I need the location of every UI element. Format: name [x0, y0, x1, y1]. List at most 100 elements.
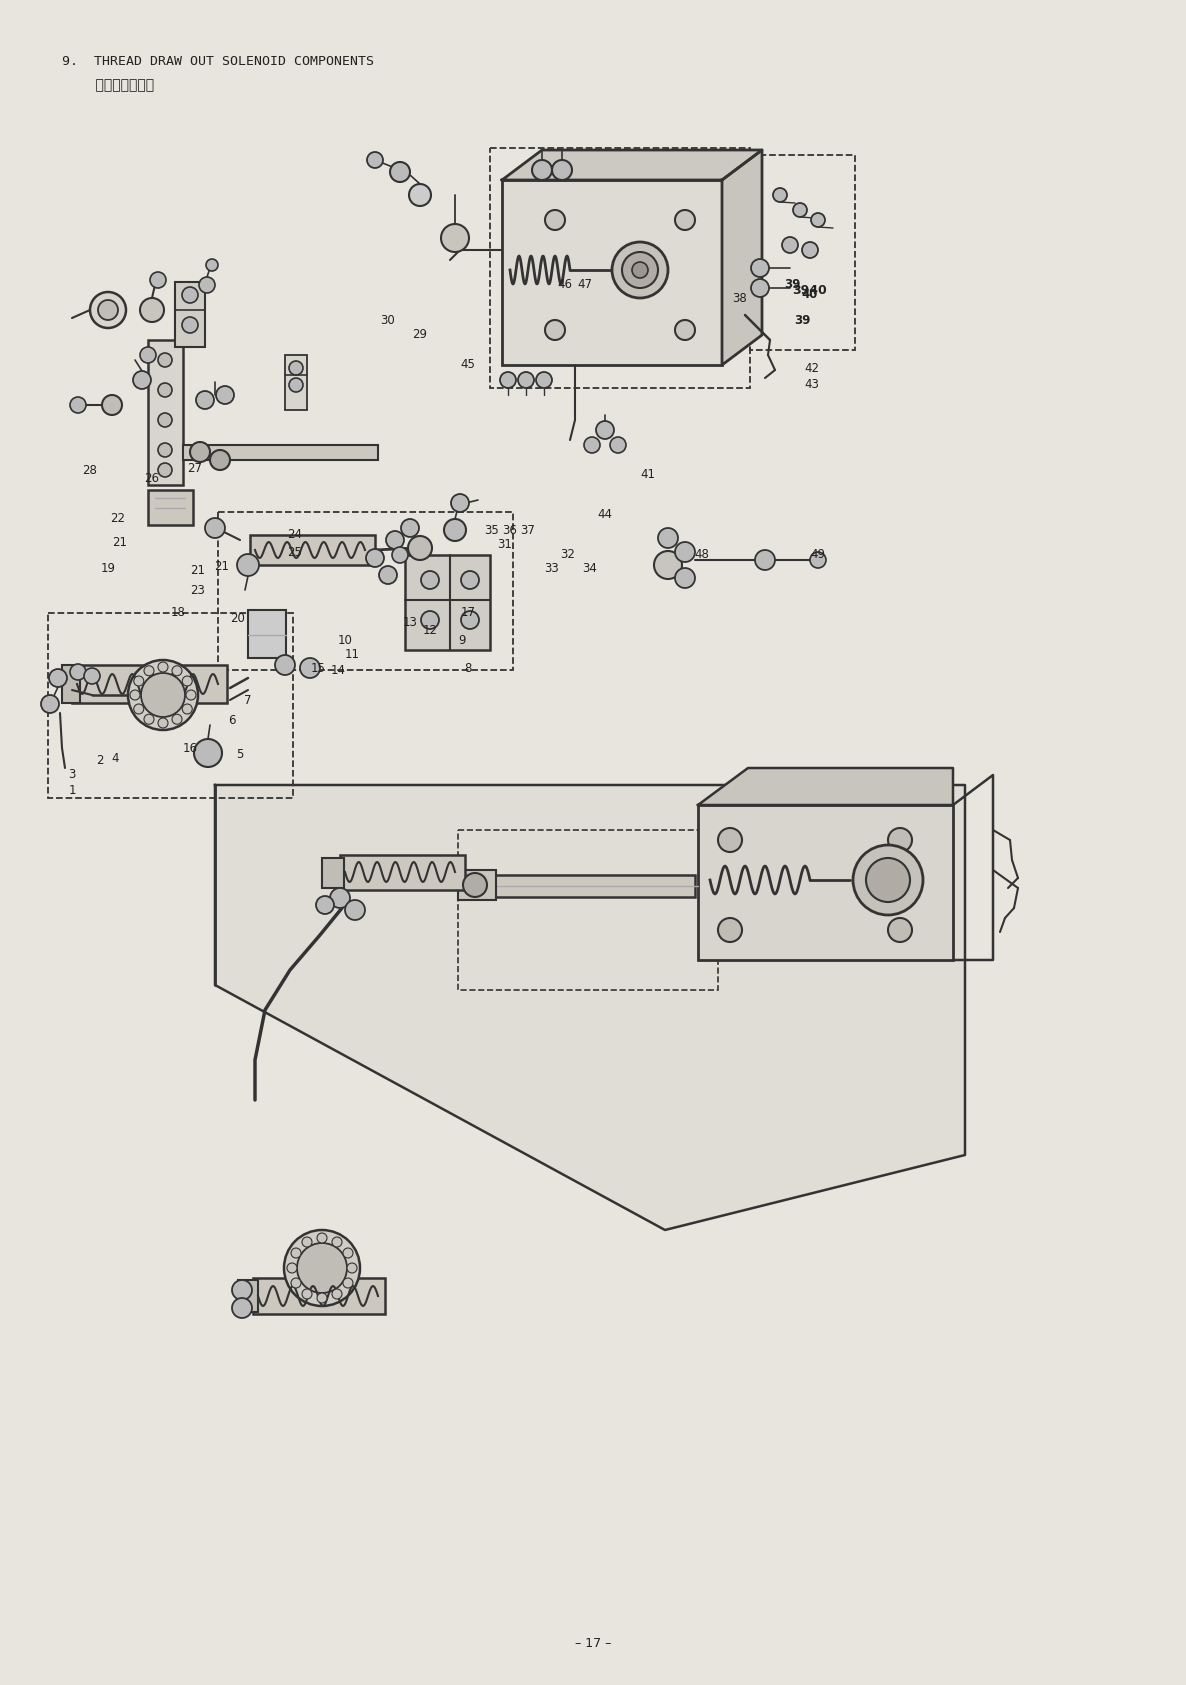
Circle shape [755, 549, 774, 570]
Circle shape [315, 896, 334, 913]
Bar [148, 490, 193, 526]
Circle shape [546, 211, 565, 229]
Circle shape [401, 519, 419, 538]
Circle shape [500, 372, 516, 388]
Circle shape [675, 320, 695, 340]
Circle shape [291, 1277, 301, 1287]
Text: 2: 2 [96, 753, 103, 767]
Polygon shape [502, 150, 761, 180]
Circle shape [330, 888, 350, 908]
Circle shape [444, 519, 466, 541]
Polygon shape [215, 785, 965, 1230]
Text: 38: 38 [733, 292, 747, 305]
Circle shape [461, 612, 479, 629]
Circle shape [296, 1244, 347, 1292]
Circle shape [621, 253, 658, 288]
Circle shape [128, 661, 198, 730]
Circle shape [610, 436, 626, 453]
Bar [404, 554, 490, 650]
Circle shape [216, 386, 234, 404]
Circle shape [70, 664, 87, 681]
Bar [490, 875, 695, 896]
Circle shape [144, 714, 154, 725]
Bar [340, 854, 465, 890]
Circle shape [866, 858, 910, 901]
Circle shape [853, 844, 923, 915]
Text: 36: 36 [503, 524, 517, 536]
Text: 39: 39 [793, 313, 810, 327]
Circle shape [70, 398, 87, 413]
Bar [699, 805, 954, 960]
Circle shape [675, 211, 695, 229]
Circle shape [518, 372, 534, 388]
Circle shape [302, 1289, 312, 1299]
Circle shape [232, 1281, 251, 1301]
Circle shape [133, 371, 151, 389]
Circle shape [275, 655, 295, 676]
Circle shape [345, 900, 365, 920]
Circle shape [158, 662, 168, 672]
Circle shape [149, 271, 166, 288]
Circle shape [597, 421, 614, 440]
Circle shape [232, 1297, 251, 1318]
Text: 17: 17 [460, 605, 476, 618]
Bar [176, 281, 205, 347]
Circle shape [158, 413, 172, 426]
Circle shape [141, 672, 185, 718]
Circle shape [210, 450, 230, 470]
Text: 23: 23 [191, 583, 205, 596]
Text: 40: 40 [802, 288, 818, 302]
Circle shape [158, 718, 168, 728]
Circle shape [287, 1264, 296, 1272]
Text: 21: 21 [113, 536, 128, 549]
Circle shape [283, 1230, 361, 1306]
Circle shape [793, 202, 806, 217]
Circle shape [302, 1237, 312, 1247]
Text: 26: 26 [145, 472, 159, 485]
Text: 16: 16 [183, 741, 198, 755]
Text: 4: 4 [111, 752, 119, 765]
Text: 37: 37 [521, 524, 535, 536]
Circle shape [612, 243, 668, 298]
Circle shape [199, 276, 215, 293]
Circle shape [289, 361, 302, 376]
Circle shape [810, 553, 825, 568]
Circle shape [441, 224, 468, 253]
Bar [47, 613, 293, 799]
Circle shape [183, 676, 192, 686]
Circle shape [546, 320, 565, 340]
Text: 6: 6 [228, 713, 236, 726]
Circle shape [196, 391, 213, 409]
Circle shape [773, 189, 788, 202]
Circle shape [533, 160, 551, 180]
Text: 總出し装置関係: 總出し装置関係 [78, 78, 154, 93]
Circle shape [190, 441, 210, 462]
Circle shape [237, 554, 259, 576]
Text: 18: 18 [171, 605, 185, 618]
Text: 1: 1 [69, 784, 76, 797]
Circle shape [421, 571, 439, 590]
Circle shape [300, 659, 320, 677]
Circle shape [385, 531, 404, 549]
Text: – 17 –: – 17 – [575, 1638, 611, 1650]
Circle shape [205, 517, 225, 538]
Text: 21: 21 [215, 559, 230, 573]
Polygon shape [722, 150, 761, 366]
Circle shape [98, 300, 117, 320]
Circle shape [291, 1249, 301, 1259]
Circle shape [461, 571, 479, 590]
Circle shape [186, 689, 196, 699]
Circle shape [675, 568, 695, 588]
Circle shape [134, 704, 144, 714]
Circle shape [158, 463, 172, 477]
Circle shape [206, 259, 218, 271]
Circle shape [802, 243, 818, 258]
Bar [238, 1281, 259, 1313]
Circle shape [195, 740, 222, 767]
Bar [248, 610, 286, 659]
Circle shape [317, 1292, 327, 1303]
Text: 27: 27 [187, 462, 203, 475]
Circle shape [84, 667, 100, 684]
Circle shape [158, 382, 172, 398]
Text: 14: 14 [331, 664, 345, 676]
